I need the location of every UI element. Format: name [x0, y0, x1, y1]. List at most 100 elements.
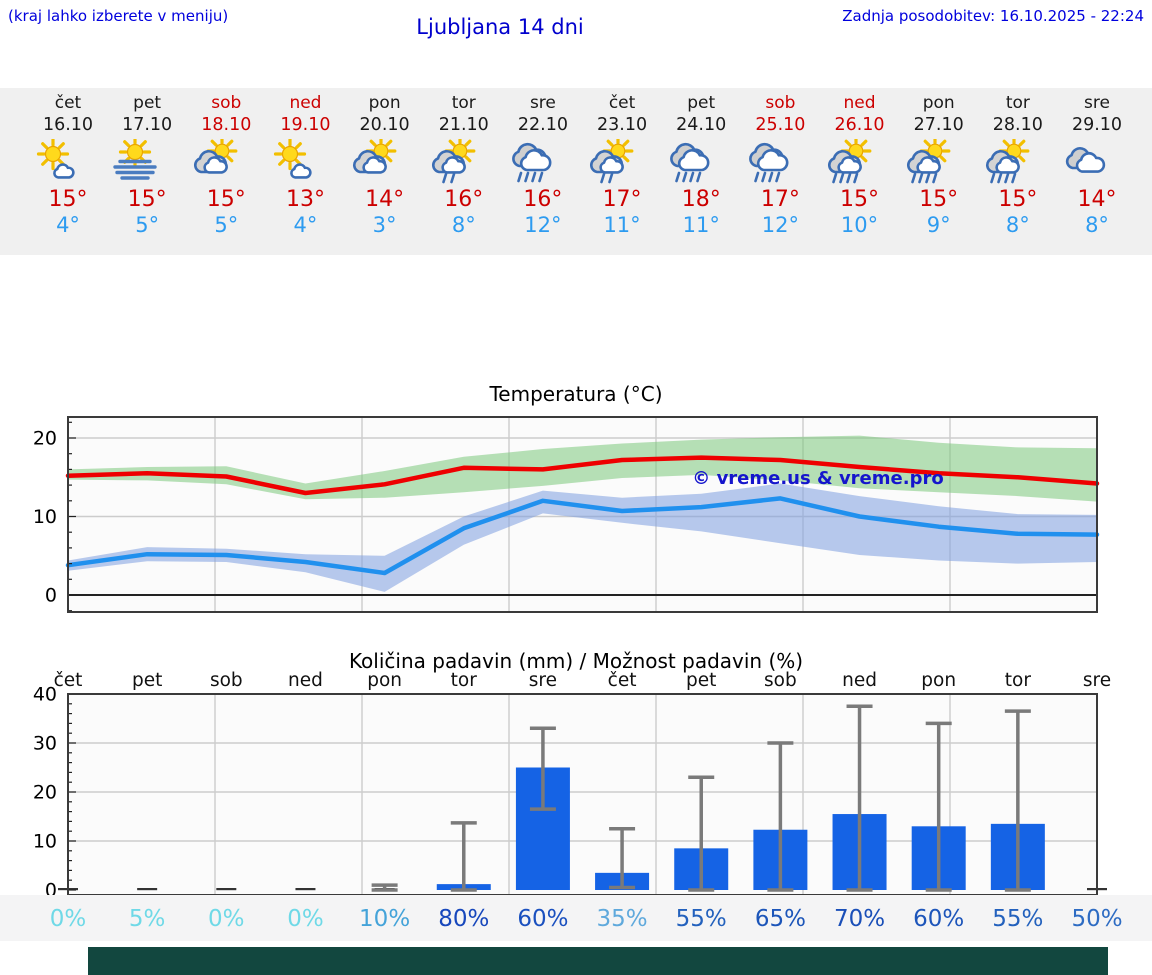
- precip-probability: 60%: [913, 906, 964, 932]
- precip-y-tick: 20: [33, 782, 57, 804]
- forecast-day-20.10: pon 20.10 14° 3°: [345, 88, 425, 238]
- low-temp: 12°: [524, 213, 562, 237]
- low-temp: 8°: [1085, 213, 1109, 237]
- temperature-chart: 0 10 20 © vreme.us & vreme.pro: [33, 416, 1100, 613]
- precip-probability: 80%: [438, 906, 489, 932]
- precip-day-label: pon: [921, 670, 956, 691]
- cloudy-icon: [1057, 139, 1137, 185]
- high-temp: 14°: [365, 187, 405, 212]
- rain-icon: [503, 139, 583, 185]
- high-temp: 15°: [48, 187, 88, 212]
- sun-fog-icon: [107, 139, 187, 185]
- day-date: 22.10: [517, 115, 568, 135]
- high-temp: 15°: [919, 187, 959, 212]
- precip-probability: 50%: [1071, 906, 1122, 932]
- precip-probability: 60%: [517, 906, 568, 932]
- precip-day-label: sre: [529, 670, 557, 691]
- high-temp: 16°: [444, 187, 484, 212]
- temp-y-tick: 0: [45, 585, 57, 607]
- precip-whisker: [925, 721, 952, 892]
- forecast-day-24.10: pet 24.10 18° 11°: [661, 88, 741, 238]
- min-temperatura-line: [65, 496, 1100, 576]
- high-temp: 17°: [602, 187, 642, 212]
- precip-probability: 55%: [992, 906, 1043, 932]
- precip-day-label: ned: [288, 670, 323, 691]
- day-name: pon: [368, 93, 401, 113]
- high-temp: 13°: [285, 187, 325, 212]
- day-date: 18.10: [201, 115, 252, 135]
- forecast-day-22.10: sre 22.10 16° 12°: [503, 88, 583, 238]
- forecast-day-16.10: čet 16.10 15° 4°: [28, 88, 108, 238]
- precip-probability: 10%: [359, 906, 410, 932]
- precip-whisker: [846, 704, 873, 892]
- high-temp: 15°: [206, 187, 246, 212]
- forecast-strip: čet 16.10 15° 4° pet 17.10 15° 5° sob 18.10 15°…: [0, 88, 1152, 255]
- partly-cloudy-rain-icon: [978, 139, 1058, 185]
- precip-day-label: pet: [132, 670, 162, 691]
- precip-whisker: [529, 726, 556, 811]
- rain-icon: [740, 139, 820, 185]
- precip-day-label: čet: [608, 670, 637, 691]
- mostly-sunny-icon: [265, 139, 345, 185]
- precip-y-tick: 30: [33, 733, 57, 755]
- low-temp: 8°: [1005, 213, 1030, 237]
- precip-whisker: [609, 827, 636, 890]
- low-temp: 5°: [135, 213, 160, 237]
- forecast-day-29.10: sre 29.10 14° 8°: [1057, 88, 1137, 238]
- low-temp: 12°: [761, 213, 799, 237]
- max-temperatura-line: [65, 455, 1100, 496]
- high-temp: 17°: [760, 187, 800, 212]
- precipitation-chart-title: Količina padavin (mm) / Možnost padavin …: [348, 649, 804, 673]
- precip-probability: 35%: [597, 906, 648, 932]
- partly-cloudy-light-rain-icon: [582, 139, 662, 185]
- mostly-sunny-icon: [28, 139, 108, 185]
- precip-day-label: tor: [451, 670, 478, 691]
- max-temperatura-band: [68, 435, 1097, 502]
- low-temp: 5°: [214, 213, 239, 237]
- precip-bar-zero: [137, 888, 158, 891]
- precip-day-label: pon: [367, 670, 402, 691]
- precip-probability: 0%: [208, 906, 245, 932]
- forecast-day-27.10: pon 27.10 15° 9°: [899, 88, 979, 238]
- day-name: sob: [765, 93, 796, 113]
- partly-cloudy-rain-icon: [899, 139, 979, 185]
- precip-whisker: [450, 821, 477, 892]
- partly-cloudy-light-rain-icon: [424, 139, 504, 185]
- high-temp: 15°: [127, 187, 167, 212]
- low-temp: 11°: [682, 213, 720, 237]
- day-name: ned: [289, 93, 322, 113]
- low-temp: 8°: [451, 213, 476, 237]
- temperature-chart-title: Temperatura (°C): [489, 382, 663, 406]
- precip-day-label: sre: [1083, 670, 1111, 691]
- low-temp: 11°: [603, 213, 641, 237]
- temp-y-tick: 10: [33, 506, 57, 528]
- precip-probability: 0%: [287, 906, 324, 932]
- day-date: 25.10: [755, 115, 806, 135]
- precip-day-label: sob: [764, 670, 797, 691]
- day-date: 28.10: [992, 115, 1043, 135]
- day-date: 16.10: [42, 115, 94, 135]
- forecast-day-17.10: pet 17.10 15° 5°: [107, 88, 187, 238]
- precip-whisker: [688, 775, 715, 892]
- precip-probability: 65%: [755, 906, 806, 932]
- menu-hint-link[interactable]: (kraj lahko izberete v meniju): [8, 7, 229, 25]
- precip-whisker: [767, 741, 794, 892]
- last-update-label: Zadnja posodobitev: 16.10.2025 - 22:24: [842, 7, 1144, 25]
- temp-y-tick: 20: [33, 428, 57, 450]
- day-name: čet: [608, 93, 636, 113]
- day-name: pet: [687, 93, 716, 113]
- precip-whisker: [371, 883, 398, 892]
- low-temp: 3°: [372, 213, 397, 237]
- partly-cloudy-icon: [345, 139, 425, 185]
- day-date: 20.10: [359, 115, 410, 135]
- day-date: 29.10: [1071, 115, 1123, 135]
- day-date: 23.10: [597, 115, 648, 135]
- forecast-day-19.10: ned 19.10 13° 4°: [265, 88, 345, 238]
- page-title: Ljubljana 14 dni: [416, 15, 584, 39]
- partly-cloudy-icon: [186, 139, 266, 185]
- day-date: 27.10: [913, 115, 964, 135]
- day-name: pon: [922, 93, 955, 113]
- day-name: sre: [1084, 93, 1110, 113]
- precip-day-label: pet: [686, 670, 716, 691]
- day-date: 17.10: [122, 115, 173, 135]
